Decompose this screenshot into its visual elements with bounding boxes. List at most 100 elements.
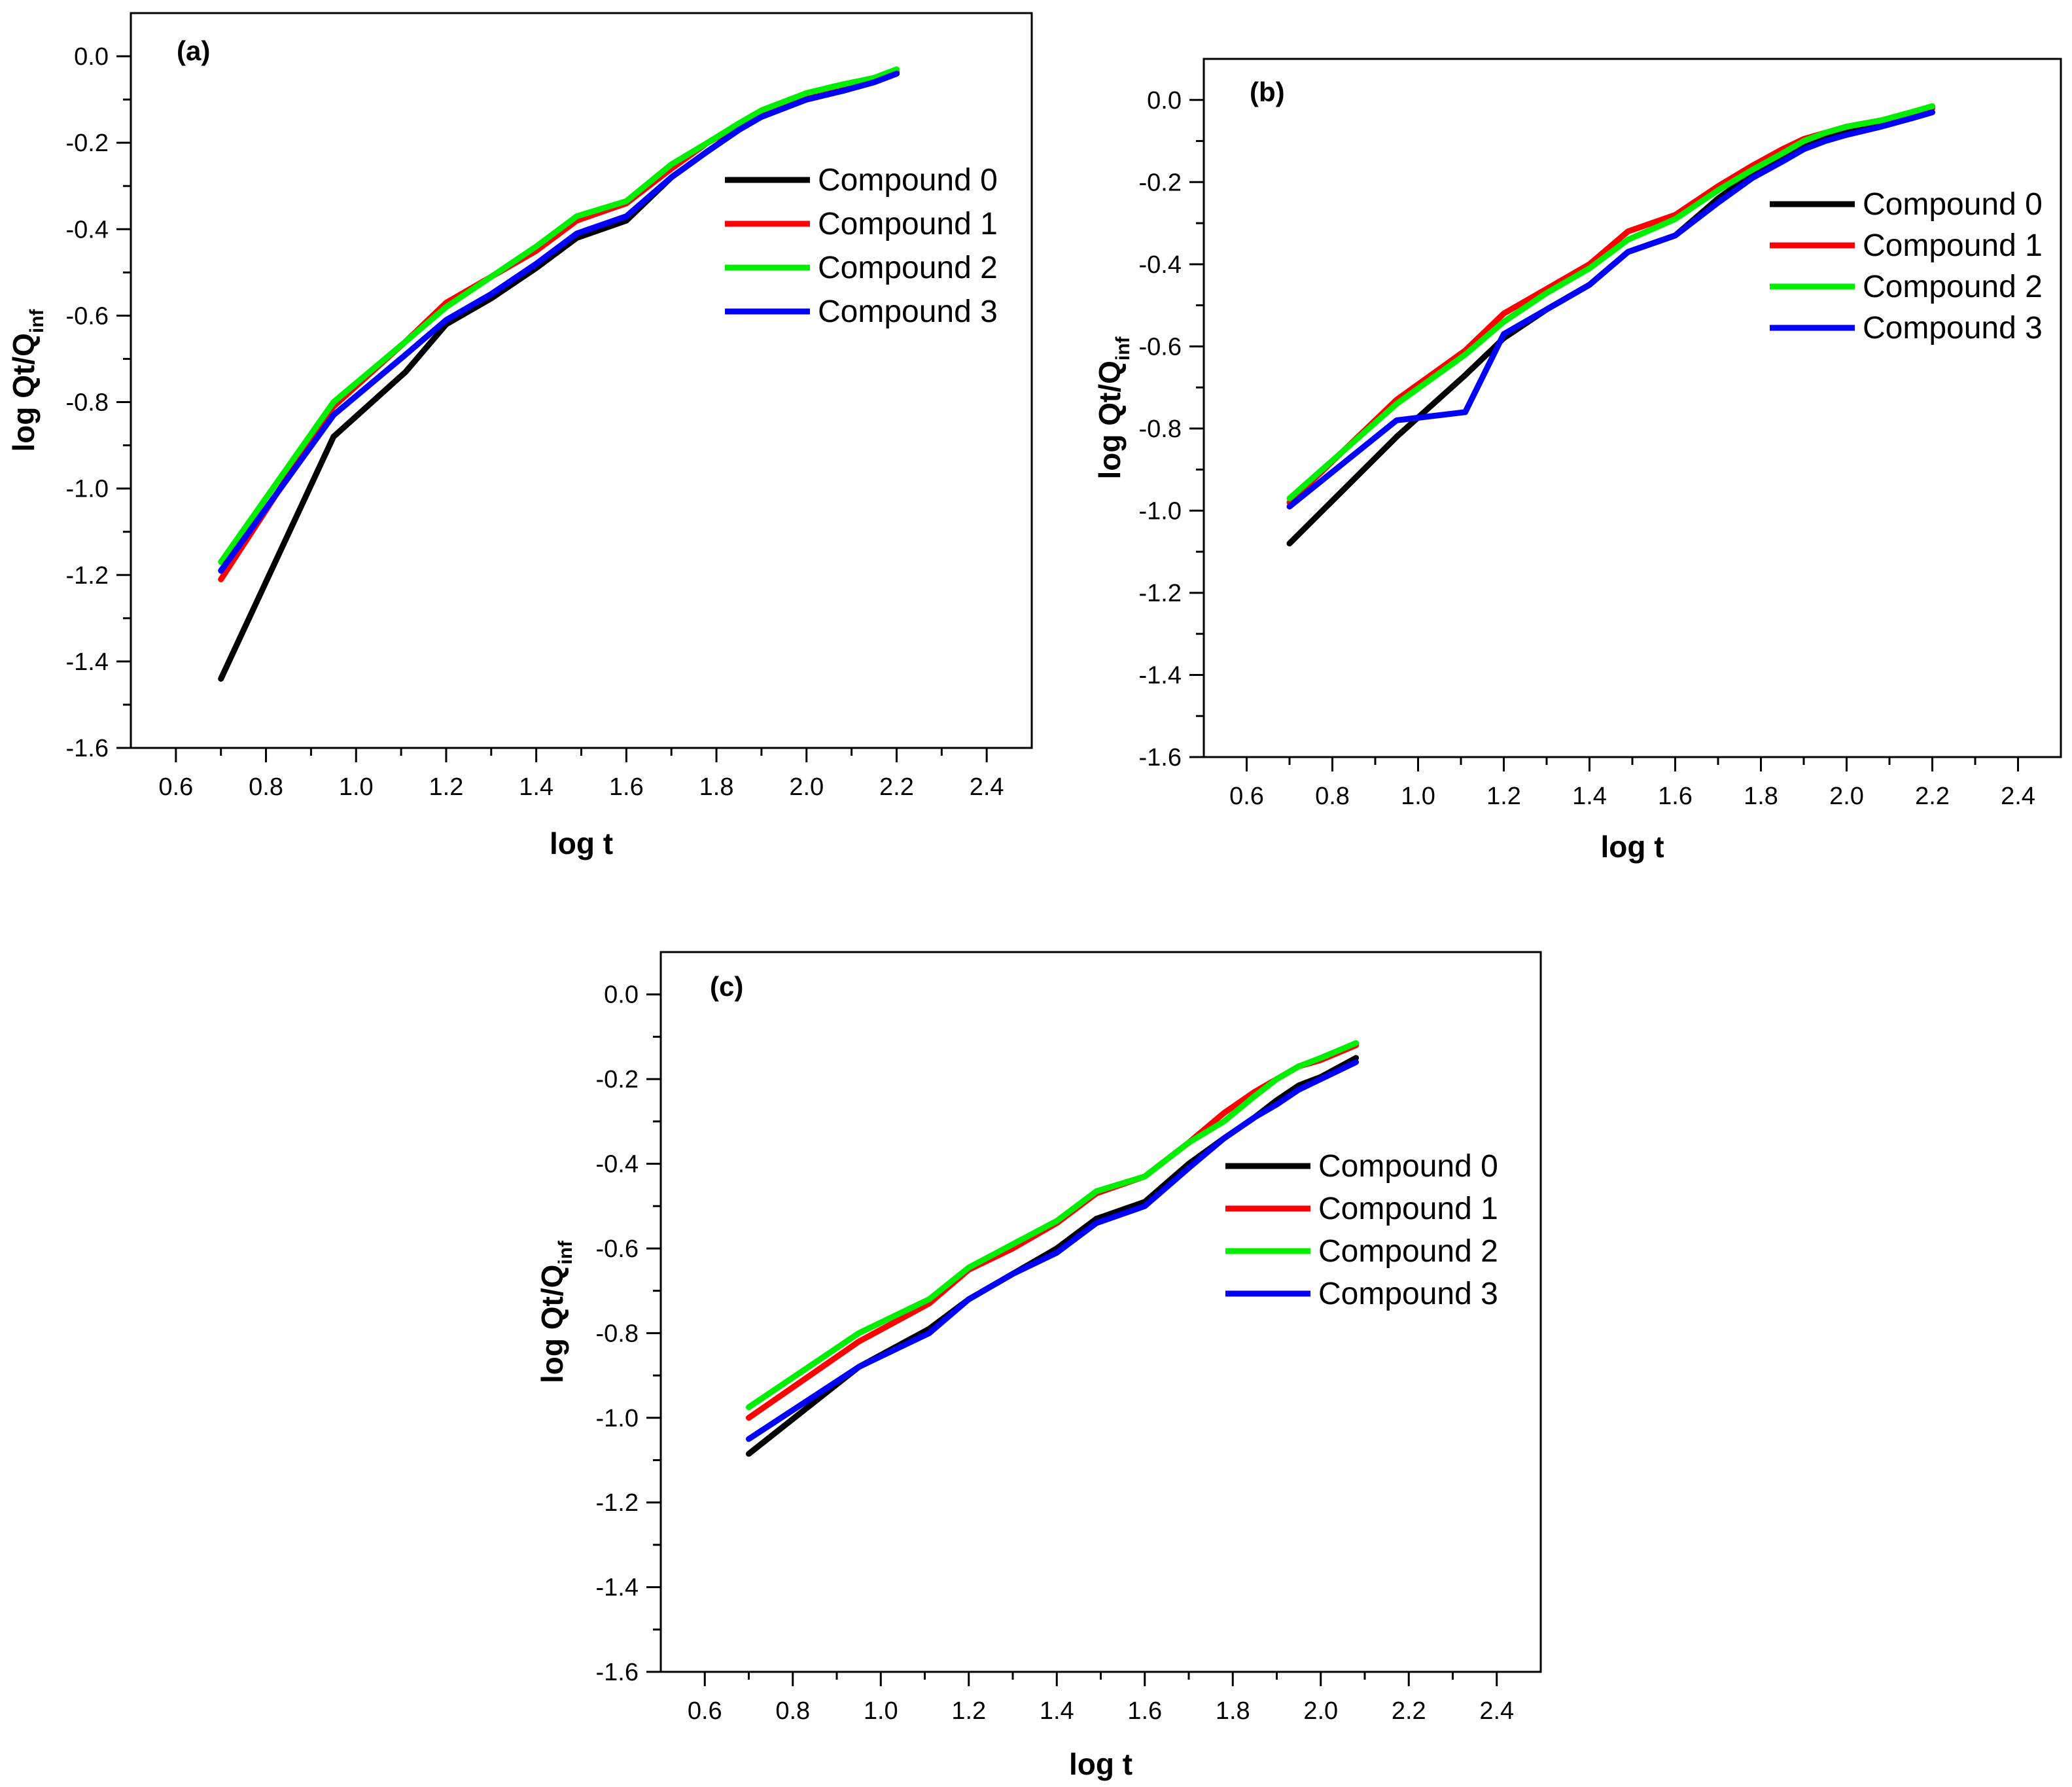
- y-tick-label: -1.2: [66, 562, 109, 590]
- y-tick-label: -1.0: [66, 476, 109, 503]
- x-tick-label: 2.2: [879, 773, 914, 801]
- series-line-compound-2: [1286, 103, 1935, 502]
- y-tick-label: -1.0: [596, 1405, 639, 1432]
- y-axis-label: log Qt/Qinf: [535, 1240, 576, 1383]
- series-line-compound-3: [746, 1059, 1360, 1442]
- y-tick-label: -0.2: [66, 130, 109, 157]
- legend-entry-label: Compound 2: [818, 251, 998, 285]
- y-axis-label-subscript: inf: [26, 308, 48, 333]
- legend-entry-label: Compound 3: [1318, 1277, 1498, 1311]
- y-tick-label: 0.0: [74, 43, 109, 71]
- x-axis-label: log t: [1069, 1747, 1133, 1781]
- x-tick-label: 1.6: [1127, 1697, 1162, 1725]
- legend-entry-label: Compound 0: [1318, 1149, 1498, 1184]
- x-tick-label: 0.6: [158, 773, 193, 801]
- series-line-compound-2: [746, 1040, 1360, 1411]
- legend-entry-label: Compound 1: [1863, 228, 2043, 263]
- series-line-compound-0: [218, 71, 900, 682]
- x-tick-label: 1.0: [339, 773, 374, 801]
- y-tick-label: -0.4: [1139, 251, 1182, 279]
- x-tick-label: 2.4: [2001, 783, 2035, 810]
- y-tick-label: 0.0: [604, 982, 639, 1009]
- x-tick-label: 1.2: [1486, 783, 1521, 810]
- x-tick-label: 0.8: [775, 1697, 810, 1725]
- y-tick-label: -1.2: [1139, 580, 1182, 607]
- series-line-compound-1: [218, 68, 900, 582]
- y-axis-label-subscript: inf: [555, 1240, 576, 1265]
- y-tick-label: -0.8: [66, 389, 109, 417]
- legend-entry-label: Compound 0: [818, 163, 998, 198]
- x-tick-label: 2.0: [1829, 783, 1864, 810]
- x-tick-label: 0.6: [1229, 783, 1264, 810]
- x-axis-label: log t: [1600, 830, 1664, 864]
- y-tick-label: -1.4: [596, 1574, 639, 1602]
- legend-entry-label: Compound 2: [1318, 1234, 1498, 1269]
- y-axis-label-subscript: inf: [1112, 336, 1134, 361]
- series-line-compound-3: [218, 71, 900, 574]
- y-axis-label: log Qt/Qinf: [1093, 336, 1134, 479]
- panel-label: (b): [1250, 77, 1285, 107]
- x-tick-label: 1.8: [699, 773, 734, 801]
- y-axis-label: log Qt/Qinf: [7, 308, 48, 451]
- x-axis-label: log t: [550, 826, 613, 860]
- y-tick-label: -1.6: [1139, 744, 1182, 771]
- legend-entry-label: Compound 0: [1863, 187, 2043, 222]
- y-tick-label: -0.2: [596, 1066, 639, 1093]
- y-tick-label: -0.6: [1139, 333, 1182, 361]
- legend-entry-label: Compound 1: [818, 207, 998, 241]
- x-tick-label: 1.2: [951, 1697, 986, 1725]
- y-tick-label: -0.4: [66, 216, 109, 243]
- y-tick-label: 0.0: [1147, 87, 1182, 115]
- x-tick-label: 1.4: [519, 773, 553, 801]
- plot-frame: [659, 951, 1542, 1673]
- y-tick-label: -0.8: [1139, 416, 1182, 443]
- y-tick-label: -0.8: [596, 1320, 639, 1347]
- x-tick-label: 1.8: [1744, 783, 1778, 810]
- legend: Compound 0 Compound 1 Compound 2 Compound 3: [725, 163, 998, 329]
- x-tick-label: 0.6: [688, 1697, 722, 1725]
- legend: Compound 0 Compound 1 Compound 2 Compound 3: [1225, 1149, 1498, 1311]
- chart-panel-a: 0.6 0.8 1.0 1.2 1.4 1.6 1.8 2.0 2.2 2.4 0.0 -0.2 -0.…: [7, 12, 1033, 860]
- plot-frame: [1203, 58, 2062, 758]
- x-tick-label: 1.8: [1216, 1697, 1250, 1725]
- x-tick-label: 2.2: [1392, 1697, 1426, 1725]
- y-tick-label: -0.4: [596, 1151, 639, 1178]
- x-tick-label: 2.4: [1479, 1697, 1514, 1725]
- y-tick-label: -0.2: [1139, 169, 1182, 196]
- x-tick-label: 1.4: [1040, 1697, 1074, 1725]
- y-tick-label: -0.6: [596, 1235, 639, 1263]
- x-tick-label: 2.2: [1915, 783, 1950, 810]
- legend-entry-label: Compound 3: [1863, 311, 2043, 345]
- chart-panel-c: 0.6 0.8 1.0 1.2 1.4 1.6 1.8 2.0 2.2 2.4 0.0 -0.2 -0.…: [535, 951, 1542, 1781]
- x-tick-label: 0.8: [249, 773, 283, 801]
- legend: Compound 0 Compound 1 Compound 2 Compound 3: [1770, 187, 2043, 345]
- series-line-compound-3: [1286, 109, 1935, 510]
- x-tick-label: 0.8: [1315, 783, 1350, 810]
- x-tick-label: 2.0: [789, 773, 824, 801]
- legend-entry-label: Compound 3: [818, 294, 998, 329]
- x-tick-label: 2.4: [970, 773, 1004, 801]
- x-tick-label: 1.2: [429, 773, 464, 801]
- y-tick-label: -1.6: [596, 1659, 639, 1686]
- y-tick-label: -1.2: [596, 1489, 639, 1517]
- chart-panel-b: 0.6 0.8 1.0 1.2 1.4 1.6 1.8 2.0 2.2 2.4 0.0 -0.2 -0.…: [1093, 58, 2062, 864]
- series-line-compound-2: [218, 66, 900, 565]
- y-tick-label: -1.0: [1139, 497, 1182, 525]
- x-tick-label: 1.0: [1401, 783, 1435, 810]
- series-line-compound-1: [746, 1042, 1360, 1421]
- y-tick-label: -1.6: [66, 735, 109, 762]
- legend-entry-label: Compound 1: [1318, 1192, 1498, 1226]
- x-tick-label: 1.0: [864, 1697, 898, 1725]
- y-tick-label: -1.4: [1139, 662, 1182, 689]
- x-tick-label: 1.6: [1658, 783, 1693, 810]
- y-tick-label: -1.4: [66, 648, 109, 676]
- panel-label: (c): [710, 971, 743, 1002]
- panel-label: (a): [177, 35, 210, 66]
- x-tick-label: 2.0: [1303, 1697, 1338, 1725]
- plot-frame: [130, 12, 1033, 749]
- legend-entry-label: Compound 2: [1863, 270, 2043, 304]
- y-tick-label: -0.6: [66, 302, 109, 330]
- x-tick-label: 1.6: [609, 773, 644, 801]
- x-tick-label: 1.4: [1572, 783, 1607, 810]
